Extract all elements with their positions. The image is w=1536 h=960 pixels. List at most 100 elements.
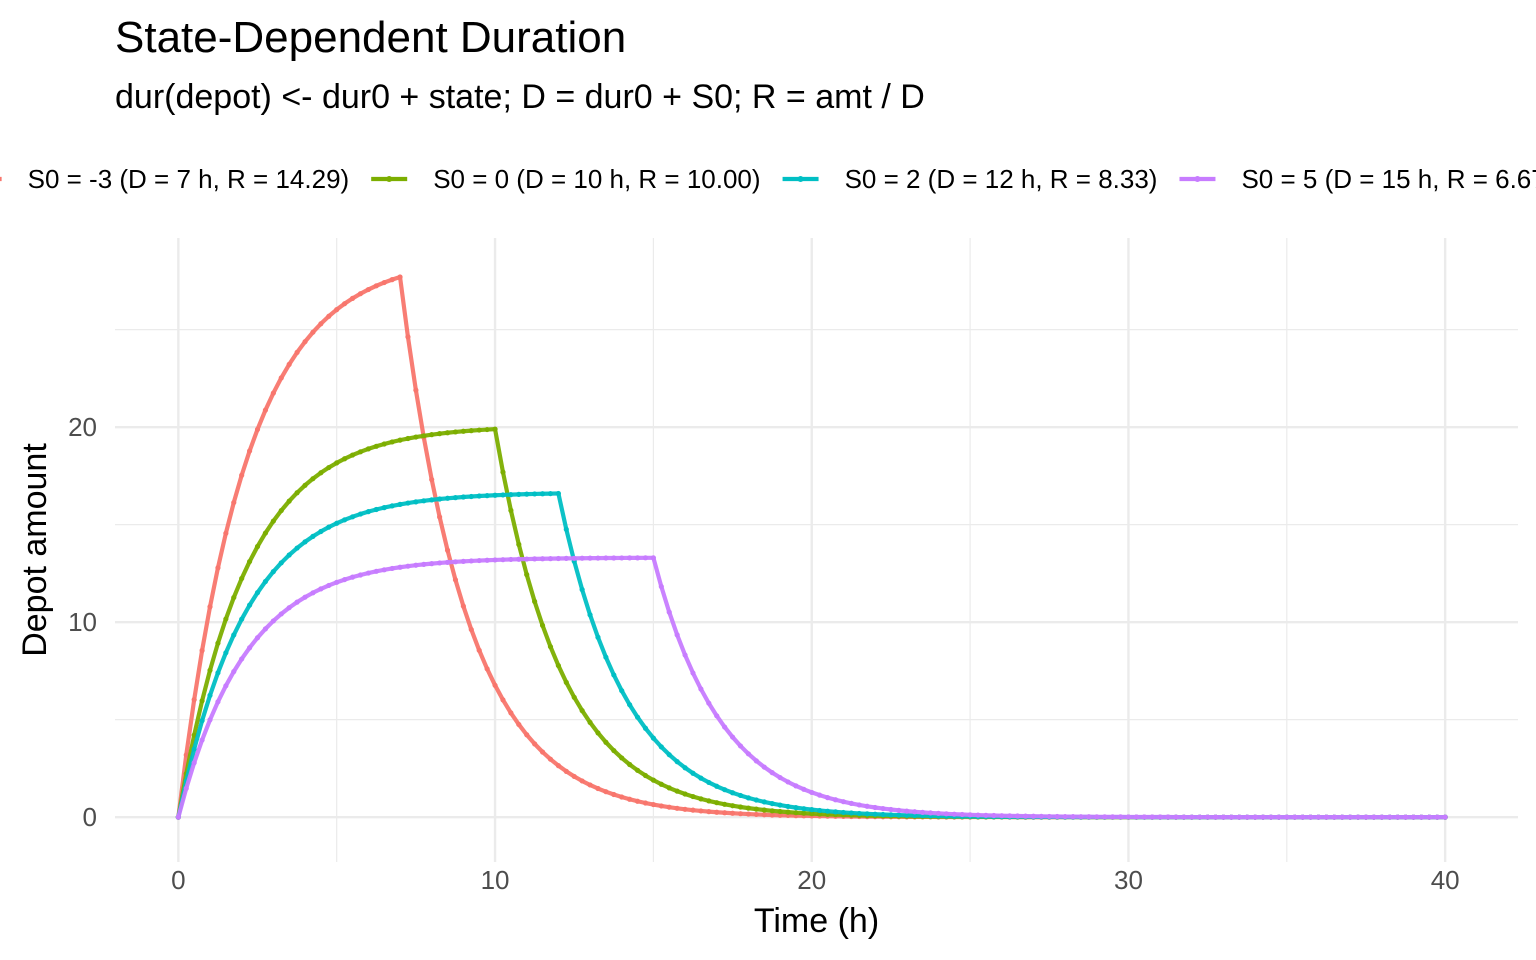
data-point (484, 666, 490, 672)
data-point (1015, 813, 1021, 819)
data-point (1054, 813, 1060, 820)
data-point (468, 626, 474, 633)
data-point (951, 811, 957, 817)
data-point (294, 349, 300, 355)
data-point (294, 599, 300, 605)
data-point (357, 291, 364, 297)
data-point (627, 761, 633, 768)
data-point (595, 555, 601, 561)
data-point (476, 427, 482, 433)
data-point (429, 561, 435, 567)
data-point (943, 811, 949, 817)
legend-key-point (797, 176, 804, 182)
data-point (1410, 814, 1417, 820)
data-point (737, 811, 744, 817)
legend-key-point (1194, 176, 1201, 182)
data-point (1347, 814, 1353, 820)
data-point (539, 491, 546, 497)
data-point (650, 735, 657, 741)
data-point (1276, 814, 1282, 820)
data-point (753, 758, 759, 764)
data-point (334, 520, 340, 526)
data-point (516, 721, 522, 728)
data-point (714, 783, 720, 789)
data-point (571, 555, 577, 561)
data-point (682, 806, 688, 812)
x-tick-label: 10 (481, 865, 510, 895)
data-point (722, 801, 728, 807)
data-point (927, 810, 934, 816)
data-point (856, 802, 862, 808)
data-point (516, 556, 522, 562)
data-point (421, 498, 427, 504)
data-point (587, 719, 593, 726)
data-point (888, 812, 894, 818)
data-point (587, 612, 593, 618)
y-tick-label: 10 (68, 607, 97, 637)
data-point (1244, 814, 1250, 820)
data-point (342, 576, 348, 583)
data-point (832, 797, 839, 803)
data-point (1205, 814, 1211, 820)
data-point (642, 725, 649, 731)
data-point (666, 804, 672, 810)
data-point (413, 562, 419, 568)
data-point (793, 805, 799, 811)
data-point (809, 811, 815, 817)
data-point (745, 805, 752, 811)
data-point (334, 307, 340, 313)
data-point (682, 765, 688, 771)
x-tick-label: 20 (797, 865, 826, 895)
data-point (1117, 814, 1124, 820)
data-point (801, 786, 807, 792)
data-point (524, 732, 530, 738)
data-point (611, 747, 617, 754)
data-point (452, 495, 459, 501)
data-point (342, 301, 348, 307)
data-point (302, 539, 308, 545)
data-point (769, 770, 775, 776)
data-point (357, 511, 364, 517)
data-point (666, 752, 672, 758)
data-point (349, 574, 356, 580)
data-point (492, 557, 498, 563)
data-point (247, 448, 253, 454)
data-point (706, 700, 712, 706)
data-point (247, 602, 253, 608)
data-point (674, 788, 680, 794)
data-point (722, 810, 728, 816)
data-point (492, 492, 498, 498)
data-point (547, 556, 554, 562)
data-point (642, 800, 649, 806)
data-point (524, 491, 530, 497)
data-point (286, 498, 292, 504)
data-point (809, 807, 815, 813)
data-point (270, 569, 276, 575)
data-point (1133, 814, 1139, 820)
data-point (397, 437, 403, 443)
data-point (563, 526, 569, 532)
data-point (642, 555, 649, 561)
data-point (666, 609, 672, 615)
data-point (595, 730, 601, 736)
data-point (476, 493, 482, 499)
data-point (1434, 814, 1440, 820)
data-point (310, 533, 316, 539)
data-point (698, 775, 704, 781)
chart-subtitle: dur(depot) <- dur0 + state; D = dur0 + S… (115, 78, 925, 116)
data-point (722, 787, 728, 793)
data-point (294, 490, 300, 496)
data-point (595, 785, 601, 792)
series-group (175, 555, 1448, 820)
data-point (1300, 814, 1306, 820)
data-point (1220, 814, 1227, 820)
data-point (326, 524, 332, 530)
data-point (888, 806, 894, 813)
data-point (737, 792, 744, 799)
data-point (452, 577, 459, 583)
data-point (1062, 813, 1068, 820)
data-point (658, 744, 664, 750)
data-point (349, 295, 356, 301)
legend: S0 = -3 (D = 7 h, R = 14.29) S0 = 0 (D = … (0, 164, 1536, 194)
data-point (761, 799, 767, 805)
